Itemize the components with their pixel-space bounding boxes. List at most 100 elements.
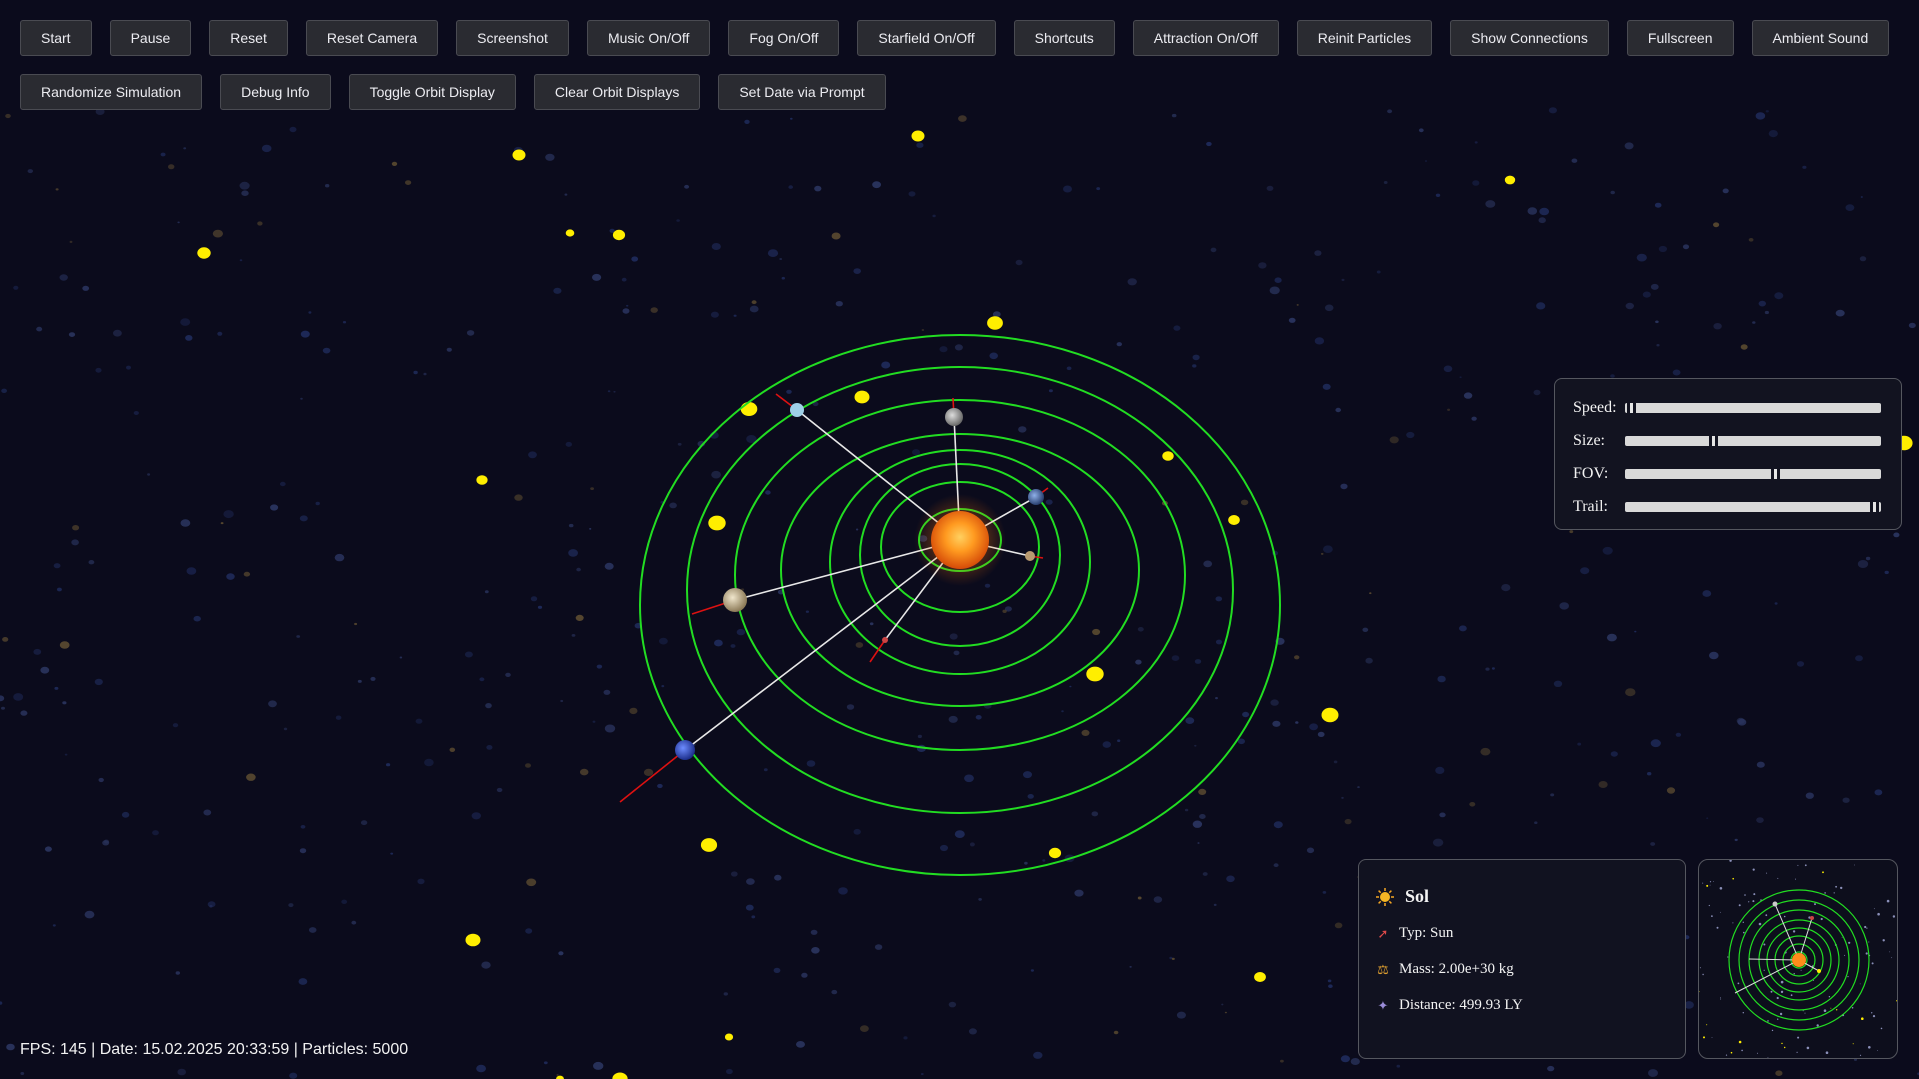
minimap-star [1835, 885, 1837, 888]
asteroid [1335, 407, 1341, 413]
shortcuts-button[interactable]: Shortcuts [1013, 20, 1115, 56]
asteroid [948, 715, 958, 723]
size-slider[interactable] [1625, 432, 1881, 449]
particle [724, 1033, 734, 1041]
particle-field [197, 130, 1913, 1079]
fov-label: FOV: [1573, 464, 1609, 482]
fog-on-off-button[interactable]: Fog On/Off [728, 20, 840, 56]
minimap-star [1781, 1042, 1783, 1045]
asteroid [300, 825, 306, 829]
trail-slider[interactable] [1625, 498, 1881, 515]
planet-saturn[interactable] [723, 588, 747, 612]
asteroid [657, 783, 663, 789]
show-connections-button[interactable]: Show Connections [1450, 20, 1609, 56]
trail-slider-thumb[interactable] [1869, 498, 1879, 515]
asteroid [916, 142, 924, 148]
asteroid [677, 442, 682, 446]
asteroid [342, 321, 347, 324]
asteroid [1437, 675, 1446, 683]
asteroid [881, 361, 891, 369]
reinit-particles-button[interactable]: Reinit Particles [1296, 20, 1433, 56]
asteroid [1758, 300, 1767, 307]
asteroid [714, 639, 723, 647]
asteroid [669, 502, 677, 509]
asteroid [481, 961, 491, 969]
reset-button[interactable]: Reset [209, 20, 288, 56]
asteroid [152, 830, 159, 836]
asteroid [568, 523, 574, 528]
asteroid [1273, 821, 1283, 829]
asteroid [801, 972, 808, 978]
asteroid [391, 161, 398, 166]
asteroid [1018, 426, 1027, 433]
speed-slider-thumb[interactable] [1627, 399, 1637, 416]
asteroid [631, 256, 639, 262]
asteroid [88, 560, 95, 565]
asteroid [525, 763, 531, 768]
asteroid [217, 331, 223, 336]
start-button[interactable]: Start [20, 20, 92, 56]
pause-button[interactable]: Pause [109, 20, 192, 56]
asteroid [33, 648, 42, 655]
minimap-star [1753, 893, 1756, 896]
particle [911, 130, 925, 142]
asteroid [1344, 818, 1352, 825]
asteroid [415, 718, 423, 724]
attraction-on-off-button[interactable]: Attraction On/Off [1132, 20, 1279, 56]
asteroid [855, 642, 864, 648]
toggle-orbit-display-button[interactable]: Toggle Orbit Display [348, 74, 516, 110]
ambient-sound-button[interactable]: Ambient Sound [1751, 20, 1890, 56]
asteroid [1270, 699, 1279, 706]
asteroid [912, 449, 920, 456]
minimap-star [1713, 881, 1714, 882]
planet-uranus[interactable] [790, 403, 804, 417]
asteroid [1642, 291, 1651, 298]
speed-slider[interactable] [1625, 399, 1881, 416]
randomize-simulation-button[interactable]: Randomize Simulation [20, 74, 203, 110]
asteroid [1768, 130, 1778, 138]
asteroid [1322, 383, 1331, 390]
reset-camera-button[interactable]: Reset Camera [305, 20, 439, 56]
asteroid [1198, 788, 1207, 796]
asteroid [831, 232, 841, 240]
asteroid [505, 672, 511, 678]
minimap-star [1765, 914, 1768, 917]
asteroid [545, 153, 555, 161]
planet-mars[interactable] [882, 637, 888, 643]
asteroid [1266, 185, 1274, 191]
planet-jupiter[interactable] [945, 408, 963, 426]
minimap-star [1703, 1036, 1705, 1039]
set-date-via-prompt-button[interactable]: Set Date via Prompt [718, 74, 886, 110]
screenshot-button[interactable]: Screenshot [456, 20, 569, 56]
asteroid [1274, 277, 1282, 284]
music-on-off-button[interactable]: Music On/Off [586, 20, 711, 56]
minimap[interactable] [1698, 859, 1898, 1059]
asteroid [811, 947, 820, 954]
asteroid [1203, 560, 1213, 568]
asteroid [751, 915, 756, 919]
asteroid [1137, 896, 1142, 900]
asteroid [1215, 639, 1223, 645]
planet-venus[interactable] [1025, 551, 1035, 561]
planet-neptune[interactable] [675, 740, 695, 760]
fov-slider-thumb[interactable] [1770, 465, 1780, 482]
asteroid [13, 285, 19, 290]
planet-earth[interactable] [1028, 489, 1044, 505]
asteroid [126, 365, 131, 370]
minimap-star [1840, 886, 1843, 890]
minimap-planet [1772, 901, 1778, 907]
fullscreen-button[interactable]: Fullscreen [1626, 20, 1734, 56]
clear-orbit-displays-button[interactable]: Clear Orbit Displays [533, 74, 701, 110]
starfield-on-off-button[interactable]: Starfield On/Off [857, 20, 996, 56]
minimap-star [1872, 1015, 1876, 1018]
rocket-icon: ➚ [1377, 925, 1389, 941]
size-slider-thumb[interactable] [1708, 432, 1718, 449]
asteroid [2, 637, 9, 642]
minimap-star [1748, 901, 1750, 903]
asteroid [1369, 592, 1372, 595]
asteroid [261, 144, 272, 153]
fov-slider[interactable] [1625, 465, 1881, 482]
asteroid [1224, 1011, 1227, 1014]
debug-info-button[interactable]: Debug Info [220, 74, 331, 110]
sun-body[interactable] [931, 511, 989, 569]
